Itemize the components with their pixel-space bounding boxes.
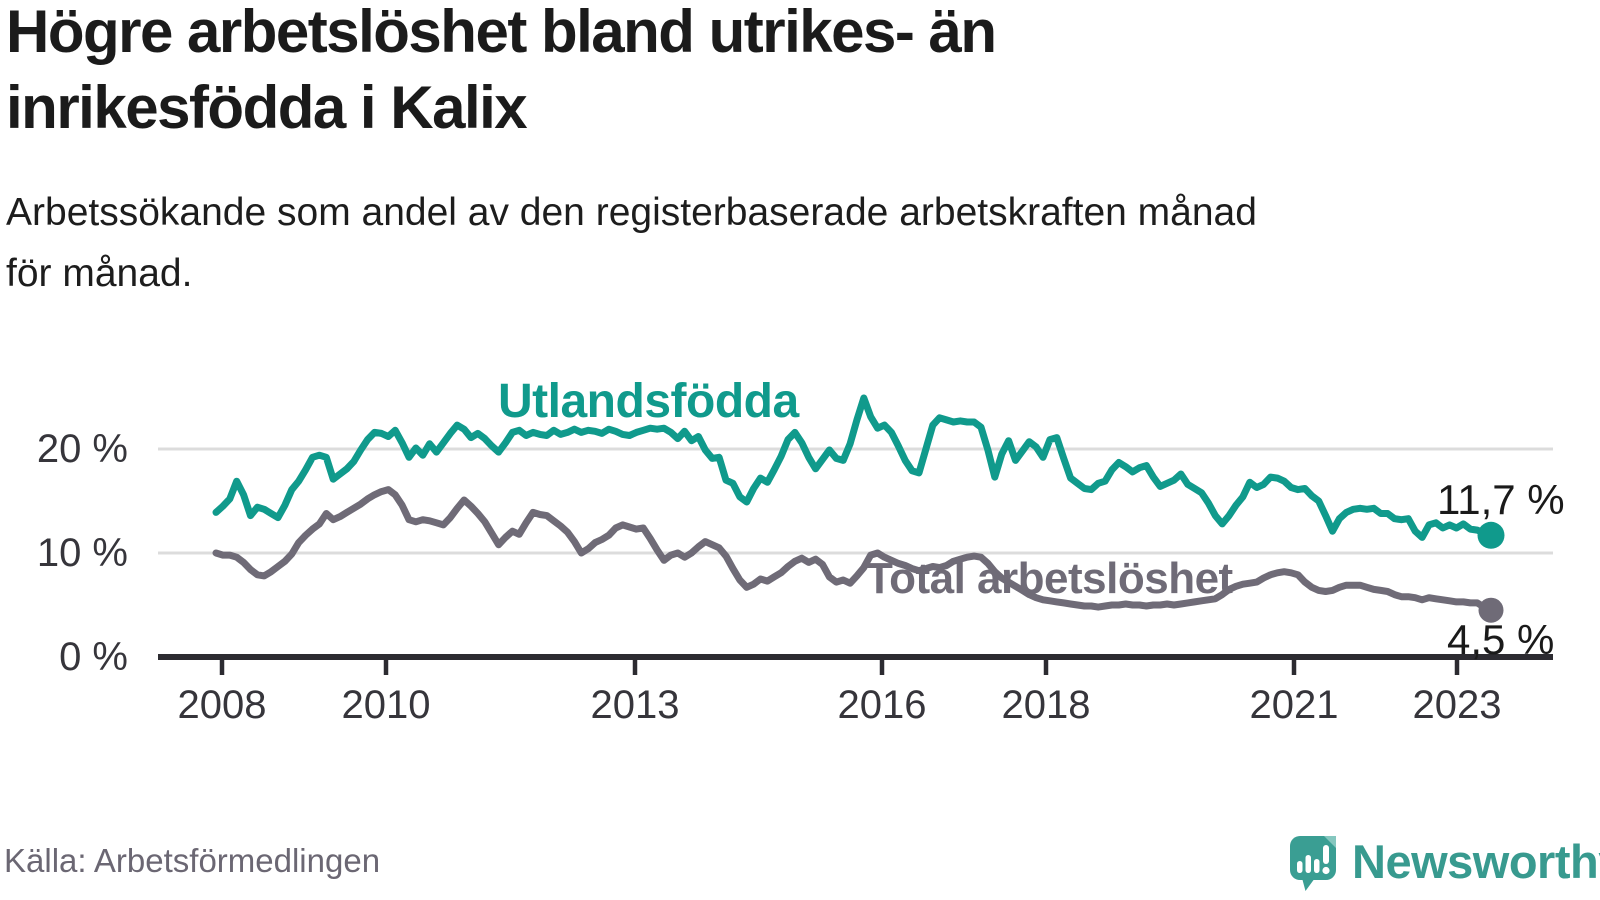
- chart-subtitle: Arbetssökande som andel av den registerb…: [6, 191, 1257, 295]
- y-axis-label-0: 0 %: [59, 635, 128, 679]
- value-label-total-arbetsloshet: 4,5 %: [1447, 616, 1555, 663]
- x-axis-label-2023: 2023: [1412, 683, 1502, 727]
- x-axis-label-2018: 2018: [1001, 683, 1091, 727]
- y-axis-label-10: 10 %: [36, 531, 128, 575]
- newsworthy-wordmark: Newsworthy: [1352, 835, 1600, 888]
- x-axis-label-2021: 2021: [1249, 683, 1339, 727]
- series-end-dot-utlandsfodda: [1477, 521, 1505, 549]
- y-axis-label-20: 20 %: [36, 427, 128, 471]
- newsworthy-logo: Newsworthy: [1288, 834, 1600, 892]
- x-axis-label-2013: 2013: [590, 683, 680, 727]
- x-axis-label-2010: 2010: [341, 683, 431, 727]
- chart-title: Högre arbetslöshet bland utrikes- än inr…: [6, 0, 997, 141]
- source-note: Källa: Arbetsförmedlingen: [4, 842, 381, 879]
- x-axis-label-2008: 2008: [177, 683, 267, 727]
- x-axis-label-2016: 2016: [837, 683, 927, 727]
- newsworthy-logo-icon: [1290, 836, 1336, 891]
- value-label-utlandsfodda: 11,7 %: [1437, 476, 1565, 523]
- series-label-total-arbetsloshet: Total arbetslöshet: [866, 554, 1233, 603]
- series-label-utlandsfodda: Utlandsfödda: [498, 375, 799, 428]
- series-line-total-arbetsloshet: [212, 486, 1495, 614]
- series-line-utlandsfodda: [212, 394, 1495, 541]
- x-axis-tick-marks: [219, 660, 1460, 675]
- series-end-dot-total: [1478, 597, 1504, 623]
